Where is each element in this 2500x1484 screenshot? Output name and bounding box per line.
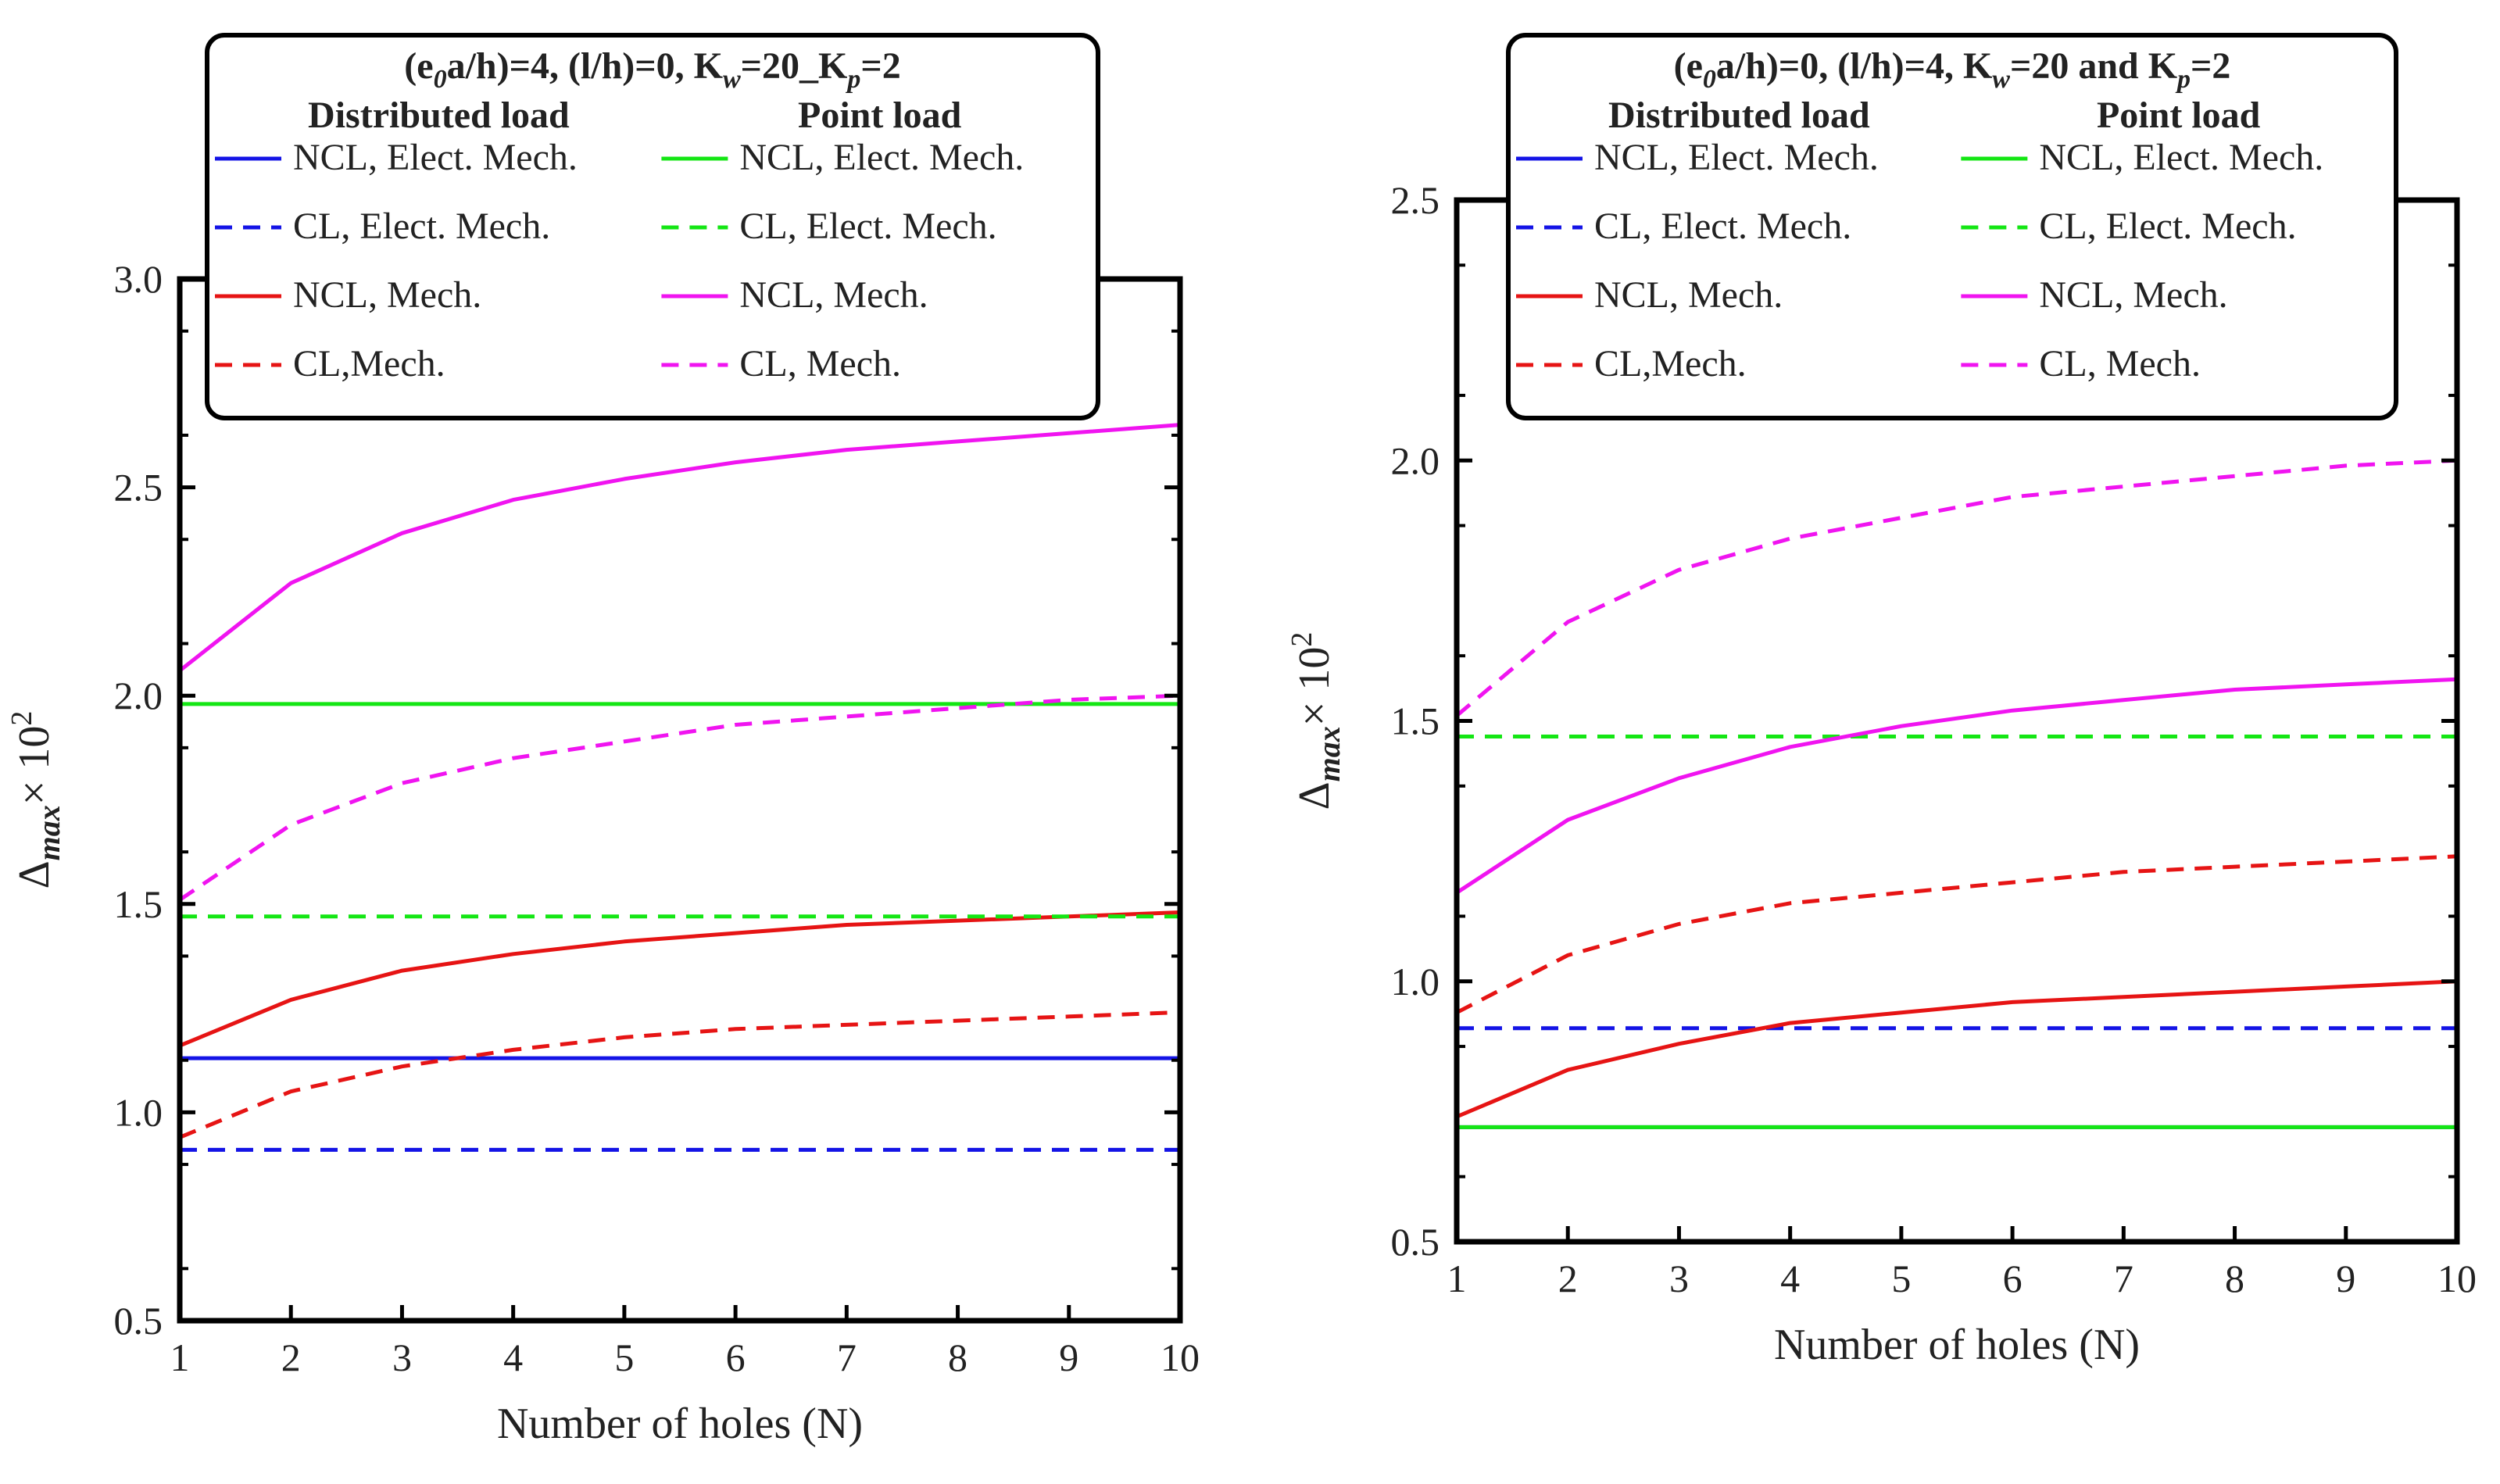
legend-header: Distributed load: [308, 95, 570, 136]
y-label-symbol: Δ: [10, 860, 59, 889]
x-tick-label: 8: [948, 1336, 967, 1379]
legend-label: CL, Elect. Mech.: [293, 206, 550, 247]
legend-label: NCL, Mech.: [293, 274, 481, 316]
legend-label: NCL, Mech.: [739, 274, 928, 316]
x-axis-label: Number of holes (N): [497, 1400, 863, 1448]
y-tick-label: 2.5: [1391, 178, 1440, 222]
y-label-exp: 2: [5, 711, 38, 726]
x-tick-label: 10: [2437, 1257, 2477, 1300]
y-label-symbol: Δ: [1290, 781, 1339, 810]
series-line-3: [179, 910, 1181, 1048]
legend-title-part: =20_K: [741, 45, 848, 87]
legend-label: CL,Mech.: [1594, 343, 1747, 384]
x-tick-label: 7: [837, 1336, 857, 1379]
x-tick-label: 6: [726, 1336, 746, 1379]
series-line-8: [178, 693, 1181, 902]
y-label-sub: max: [31, 805, 66, 860]
legend-title-part: (e: [404, 45, 433, 87]
chart-panel-1: 0.5 1.0 1.5 2.0 2.5 3.0 1 2 3 4 5 6 7 8 9 10 Number of h…: [5, 33, 1200, 1448]
legend-label: CL, Mech.: [2039, 343, 2201, 384]
legend: (e0a/h)=4, (l/h)=0, Kw=20_Kp=2Distribute…: [205, 33, 1100, 420]
legend: (e0a/h)=0, (l/h)=4, Kw=20 and Kp=2Distri…: [1506, 33, 2398, 420]
y-tick-label: 2.0: [1391, 438, 1440, 482]
legend-title-part: (e: [1674, 45, 1703, 87]
legend-label: CL, Elect. Mech.: [2039, 206, 2296, 247]
x-tick-label: 7: [2114, 1257, 2133, 1300]
legend-title-part: a/h)=4, (l/h)=0, K: [447, 45, 723, 87]
y-label-suffix: × 10: [1290, 647, 1339, 727]
legend-label: NCL, Elect. Mech.: [2039, 137, 2323, 178]
legend-title-part: 0: [434, 65, 447, 94]
x-tick-label: 4: [1780, 1257, 1800, 1300]
y-tick-label: 2.0: [114, 674, 163, 717]
legend-label: CL, Mech.: [739, 343, 901, 384]
x-tick-label: 2: [1558, 1257, 1578, 1300]
legend-label: NCL, Mech.: [2039, 274, 2227, 316]
legend-title: (e0a/h)=0, (l/h)=4, Kw=20 and Kp=2: [1674, 45, 2231, 94]
legend-title-part: =2: [2191, 45, 2230, 87]
legend-label: CL, Elect. Mech.: [1594, 206, 1851, 247]
x-tick-label: 10: [1161, 1336, 1200, 1379]
legend-header: Distributed load: [1608, 95, 1870, 136]
series-line-4: [179, 1010, 1181, 1139]
legend-title-part: p: [845, 65, 860, 94]
x-tick-label: 6: [2003, 1257, 2023, 1300]
legend-title-part: w: [1992, 65, 2010, 94]
x-tick-label: 9: [1059, 1336, 1078, 1379]
x-tick-label: 8: [2225, 1257, 2244, 1300]
legend-label: NCL, Elect. Mech.: [293, 137, 578, 178]
y-tick-label: 2.5: [114, 466, 163, 510]
legend-label: CL,Mech.: [293, 343, 445, 384]
legend-title-part: 0: [1703, 65, 1716, 94]
series-line-3: [1456, 979, 2458, 1119]
y-label-suffix: × 10: [10, 726, 59, 806]
y-tick-label: 1.0: [1391, 960, 1440, 1003]
legend-label: CL, Elect. Mech.: [739, 206, 996, 247]
x-tick-label: 2: [281, 1336, 301, 1379]
legend-title-part: a/h)=0, (l/h)=4, K: [1716, 45, 1992, 87]
legend-box: [205, 33, 1100, 420]
legend-title-part: =2: [860, 45, 900, 87]
y-tick-label: 3.0: [114, 257, 163, 301]
legend-header: Point load: [798, 95, 962, 136]
legend-box: [1506, 33, 2398, 420]
y-tick-label: 1.5: [1391, 699, 1440, 743]
legend-label: NCL, Mech.: [1594, 274, 1783, 316]
legend-label: NCL, Elect. Mech.: [739, 137, 1024, 178]
x-tick-label: 1: [170, 1336, 190, 1379]
legend-header: Point load: [2097, 95, 2261, 136]
legend-label: NCL, Elect. Mech.: [1594, 137, 1879, 178]
series-line-7: [178, 423, 1181, 673]
legend-title-part: p: [2175, 65, 2191, 94]
series-line-7: [1455, 677, 2458, 895]
y-tick-label: 1.0: [114, 1090, 163, 1134]
x-tick-label: 9: [2336, 1257, 2355, 1300]
x-tick-label: 1: [1447, 1257, 1467, 1300]
chart-panel-2: 0.5 1.0 1.5 2.0 2.5 1 2 3 4 5 6 7 8 9 10 Number of hole…: [1286, 33, 2477, 1369]
y-axis-label: Δmax× 102: [5, 711, 66, 889]
x-axis-label: Number of holes (N): [1774, 1321, 2140, 1369]
y-label-exp: 2: [1286, 632, 1318, 647]
x-tick-label: 5: [614, 1336, 634, 1379]
x-tick-label: 4: [503, 1336, 523, 1379]
legend-title-part: =20 and K: [2010, 45, 2177, 87]
legend-title: (e0a/h)=4, (l/h)=0, Kw=20_Kp=2: [404, 45, 900, 94]
y-tick-label: 1.5: [114, 882, 163, 926]
y-axis-label: Δmax× 102: [1286, 632, 1347, 810]
y-label-sub: max: [1311, 726, 1347, 781]
y-tick-label: 0.5: [1391, 1220, 1440, 1264]
x-tick-label: 3: [392, 1336, 412, 1379]
y-tick-label: 0.5: [114, 1299, 163, 1343]
series-line-8: [1455, 458, 2458, 717]
legend-title-part: w: [723, 65, 741, 94]
series-line-4: [1455, 854, 2458, 1014]
x-tick-label: 5: [1891, 1257, 1911, 1300]
x-tick-label: 3: [1669, 1257, 1689, 1300]
